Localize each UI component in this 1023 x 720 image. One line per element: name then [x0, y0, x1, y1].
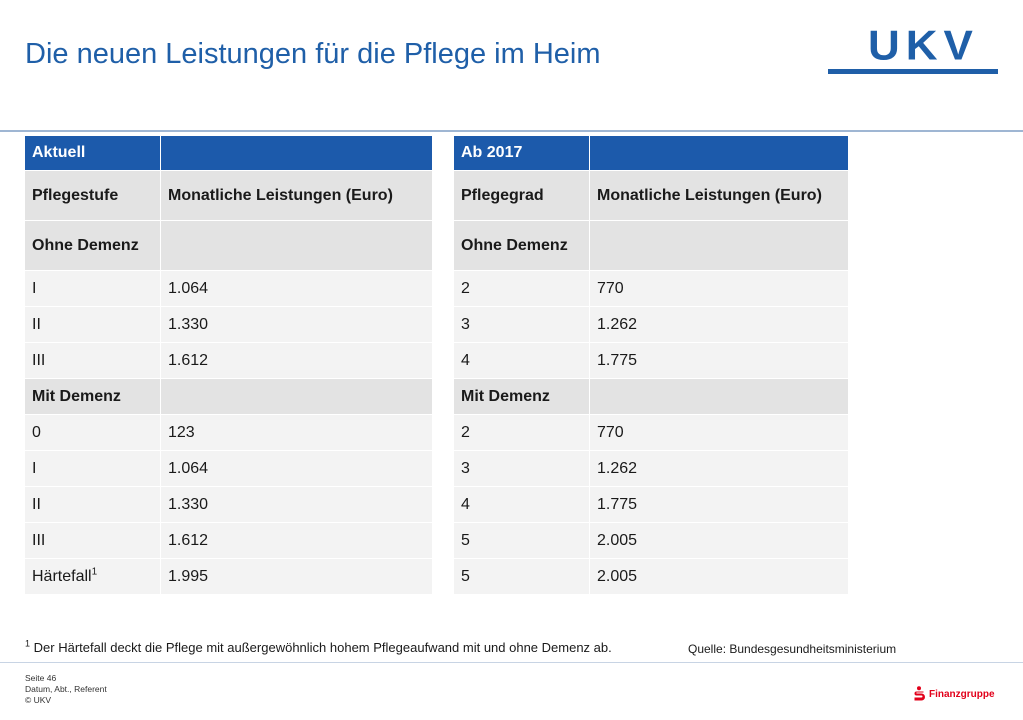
- table-header-row: Ab 2017: [454, 136, 849, 171]
- section-value: [161, 221, 433, 271]
- column-header-row: Pflegestufe Monatliche Leistungen (Euro): [25, 171, 433, 221]
- column-header: Pflegegrad: [454, 171, 590, 221]
- amount-cell: 2.005: [590, 559, 849, 595]
- amount-cell: 1.775: [590, 343, 849, 379]
- table-header-row: Aktuell: [25, 136, 433, 171]
- section-label: Ohne Demenz: [454, 221, 590, 271]
- section-label: Ohne Demenz: [25, 221, 161, 271]
- level-cell: 3: [454, 451, 590, 487]
- table-row: 3 1.262: [454, 307, 849, 343]
- amount-cell: 1.775: [590, 487, 849, 523]
- date-department-presenter: Datum, Abt., Referent: [25, 684, 107, 694]
- column-header-row: Pflegegrad Monatliche Leistungen (Euro): [454, 171, 849, 221]
- amount-cell: 1.330: [161, 307, 433, 343]
- table-row: 0 123: [25, 415, 433, 451]
- amount-cell: 1.612: [161, 343, 433, 379]
- table-row: 4 1.775: [454, 487, 849, 523]
- footnote-text: Der Härtefall deckt die Pflege mit außer…: [33, 640, 612, 655]
- footnote: 1 Der Härtefall deckt die Pflege mit auß…: [25, 638, 612, 655]
- column-header: Pflegestufe: [25, 171, 161, 221]
- amount-cell: 1.995: [161, 559, 433, 595]
- amount-cell: 1.262: [590, 307, 849, 343]
- title-divider: [0, 130, 1023, 132]
- column-header: Monatliche Leistungen (Euro): [161, 171, 433, 221]
- amount-cell: 1.064: [161, 451, 433, 487]
- level-cell: III: [25, 343, 161, 379]
- table-row: II 1.330: [25, 487, 433, 523]
- section-label: Mit Demenz: [454, 379, 590, 415]
- hardship-label: Härtefall: [32, 567, 92, 585]
- level-cell: 3: [454, 307, 590, 343]
- logo-text: UKV: [868, 22, 979, 69]
- level-cell: II: [25, 487, 161, 523]
- amount-cell: 2.005: [590, 523, 849, 559]
- header-cell: [161, 136, 433, 171]
- level-cell: Härtefall1: [25, 559, 161, 595]
- section-label: Mit Demenz: [25, 379, 161, 415]
- header-cell: Ab 2017: [454, 136, 590, 171]
- table-row: I 1.064: [25, 271, 433, 307]
- slide-title: Die neuen Leistungen für die Pflege im H…: [25, 38, 601, 70]
- logo-underline: [828, 69, 998, 74]
- amount-cell: 770: [590, 271, 849, 307]
- level-cell: 4: [454, 343, 590, 379]
- level-cell: 5: [454, 559, 590, 595]
- level-cell: 2: [454, 271, 590, 307]
- sparkasse-s-icon: [914, 686, 925, 701]
- table-row: 3 1.262: [454, 451, 849, 487]
- page-number: Seite 46: [25, 673, 57, 683]
- level-cell: III: [25, 523, 161, 559]
- table-row-hardship: 5 2.005: [454, 559, 849, 595]
- section-value: [590, 379, 849, 415]
- brand-text: Finanzgruppe: [929, 688, 995, 700]
- table-current: Aktuell Pflegestufe Monatliche Leistunge…: [25, 136, 433, 595]
- section-value: [161, 379, 433, 415]
- table-row: III 1.612: [25, 523, 433, 559]
- amount-cell: 123: [161, 415, 433, 451]
- amount-cell: 1.262: [590, 451, 849, 487]
- table-row: 2 770: [454, 415, 849, 451]
- amount-cell: 1.330: [161, 487, 433, 523]
- table-row: II 1.330: [25, 307, 433, 343]
- level-cell: I: [25, 271, 161, 307]
- ukv-logo: UKV: [828, 24, 998, 74]
- level-cell: 5: [454, 523, 590, 559]
- level-cell: 2: [454, 415, 590, 451]
- copyright: © UKV: [25, 695, 52, 705]
- amount-cell: 1.612: [161, 523, 433, 559]
- table-row: I 1.064: [25, 451, 433, 487]
- footnote-marker: 1: [91, 566, 98, 578]
- amount-cell: 1.064: [161, 271, 433, 307]
- footer-divider: [0, 662, 1023, 663]
- header-cell: [590, 136, 849, 171]
- slide-meta: Seite 46 Datum, Abt., Referent © UKV: [25, 673, 107, 706]
- level-cell: II: [25, 307, 161, 343]
- table-row: 5 2.005: [454, 523, 849, 559]
- level-cell: I: [25, 451, 161, 487]
- table-row: 4 1.775: [454, 343, 849, 379]
- table-from-2017: Ab 2017 Pflegegrad Monatliche Leistungen…: [454, 136, 849, 595]
- level-cell: 0: [25, 415, 161, 451]
- table-row: III 1.612: [25, 343, 433, 379]
- table-row: 2 770: [454, 271, 849, 307]
- header-cell: Aktuell: [25, 136, 161, 171]
- level-cell: 4: [454, 487, 590, 523]
- section-row: Ohne Demenz: [454, 221, 849, 271]
- footnote-number: 1: [25, 638, 31, 649]
- amount-cell: 770: [590, 415, 849, 451]
- table-row-hardship: Härtefall1 1.995: [25, 559, 433, 595]
- source-note: Quelle: Bundesgesundheitsministerium: [688, 642, 897, 656]
- section-value: [590, 221, 849, 271]
- section-row: Mit Demenz: [25, 379, 433, 415]
- column-header: Monatliche Leistungen (Euro): [590, 171, 849, 221]
- finanzgruppe-logo: Finanzgruppe: [913, 686, 995, 702]
- section-row: Mit Demenz: [454, 379, 849, 415]
- section-row: Ohne Demenz: [25, 221, 433, 271]
